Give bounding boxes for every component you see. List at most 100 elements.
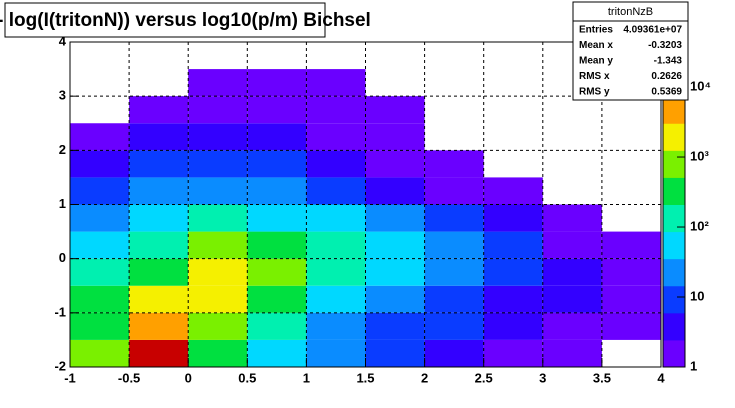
x-tick-label: -1 [64, 370, 76, 385]
heatmap-cell [129, 96, 189, 124]
heatmap-cell [306, 231, 366, 259]
x-tick-label: 2 [421, 370, 428, 385]
heatmap-cell [483, 231, 543, 259]
color-bar-segment [663, 285, 685, 314]
heatmap-cell [483, 258, 543, 286]
heatmap-cell [365, 96, 425, 124]
heatmap-cell [129, 177, 189, 205]
z-tick-label: 10² [690, 218, 709, 233]
color-bar-segment [663, 123, 685, 151]
heatmap-cell [365, 285, 425, 313]
heatmap-cell [247, 285, 307, 313]
y-tick-label: -2 [54, 358, 66, 373]
y-tick-label: -1 [54, 304, 66, 319]
color-bar-segment [663, 96, 685, 124]
heatmap-cell [70, 258, 130, 286]
heatmap-cell [70, 204, 130, 232]
heatmap-cell [483, 312, 543, 340]
x-tick-label: 4 [657, 370, 665, 385]
heatmap-cell [365, 150, 425, 178]
color-bar-segment [663, 258, 685, 287]
heatmap-cell [306, 204, 366, 232]
stats-label: Mean y [579, 56, 613, 67]
heatmap-cell [601, 258, 661, 286]
heatmap-cell [188, 285, 248, 313]
color-bar-segment [663, 339, 685, 368]
heatmap-cell [424, 150, 484, 178]
heatmap-cell [424, 258, 484, 286]
heatmap-cell [188, 69, 248, 97]
heatmap-cell [247, 69, 307, 97]
heatmap-cell [247, 96, 307, 124]
z-tick-label: 1 [690, 358, 697, 373]
heatmap-cell [129, 339, 189, 367]
heatmap-cell [70, 150, 130, 178]
heatmap-cell [424, 204, 484, 232]
x-tick-label: 0.5 [238, 370, 256, 385]
heatmap-cell [70, 312, 130, 340]
heatmap-cell [188, 258, 248, 286]
heatmap-cell [424, 231, 484, 259]
heatmap-cell [129, 285, 189, 313]
color-bar-segment [663, 312, 685, 341]
heatmap-cell [483, 177, 543, 205]
heatmap-cell [188, 312, 248, 340]
heatmap-cell [129, 258, 189, 286]
heatmap-cell [306, 69, 366, 97]
stats-label: Mean x [579, 40, 613, 51]
x-tick-label: -0.5 [118, 370, 140, 385]
heatmap-cell [188, 339, 248, 367]
heatmap-cell [542, 285, 602, 313]
stats-value: 0.2626 [651, 71, 682, 82]
heatmap-cell [601, 312, 661, 340]
heatmap-cell [306, 285, 366, 313]
heatmap-cell [306, 177, 366, 205]
heatmap-cell [129, 123, 189, 151]
heatmap-cell [306, 312, 366, 340]
chart-title: zFit - log(I(tritonN)) versus log10(p/m)… [0, 10, 371, 31]
stats-title: tritonNzB [608, 6, 653, 18]
heatmap-cell [247, 123, 307, 151]
stats-label: RMS y [579, 87, 610, 98]
title-box [4, 2, 326, 38]
heatmap-cell [365, 231, 425, 259]
x-tick-label: 2.5 [475, 370, 493, 385]
color-bar-segment [663, 204, 685, 233]
heatmap-cell [129, 312, 189, 340]
heatmap-cell [70, 285, 130, 313]
heatmap-cell [424, 177, 484, 205]
heatmap-cell [70, 123, 130, 151]
y-tick-label: 2 [59, 142, 66, 157]
stats-value: -0.3203 [648, 40, 682, 51]
x-tick-label: 1 [303, 370, 310, 385]
heatmap-cell [365, 123, 425, 151]
heatmap-cell [365, 258, 425, 286]
heatmap-cell [483, 285, 543, 313]
stats-value: 4.09361e+07 [623, 25, 682, 36]
heatmap-cell [306, 96, 366, 124]
y-tick-label: 1 [59, 196, 66, 211]
heatmap-cell [247, 177, 307, 205]
heatmap-cell [542, 231, 602, 259]
x-tick-label: 3.5 [593, 370, 611, 385]
x-tick-label: 0 [185, 370, 192, 385]
heatmap-cell [247, 204, 307, 232]
heatmap-cell [70, 177, 130, 205]
heatmap-cell [129, 150, 189, 178]
color-bar-segment [663, 231, 685, 260]
color-bar-segment [663, 150, 685, 178]
heatmap-cell [188, 96, 248, 124]
heatmap-cell [483, 339, 543, 367]
heatmap-cell [70, 231, 130, 259]
stats-value: 0.5369 [651, 87, 682, 98]
heatmap-cell [424, 285, 484, 313]
heatmap-cell [70, 339, 130, 367]
stats-box [572, 1, 689, 101]
stats-label: Entries [579, 25, 613, 36]
color-bar-segment [663, 177, 685, 205]
heatmap-cell [188, 150, 248, 178]
heatmap-cell [424, 312, 484, 340]
heatmap-cell [188, 123, 248, 151]
heatmap-cell [365, 177, 425, 205]
